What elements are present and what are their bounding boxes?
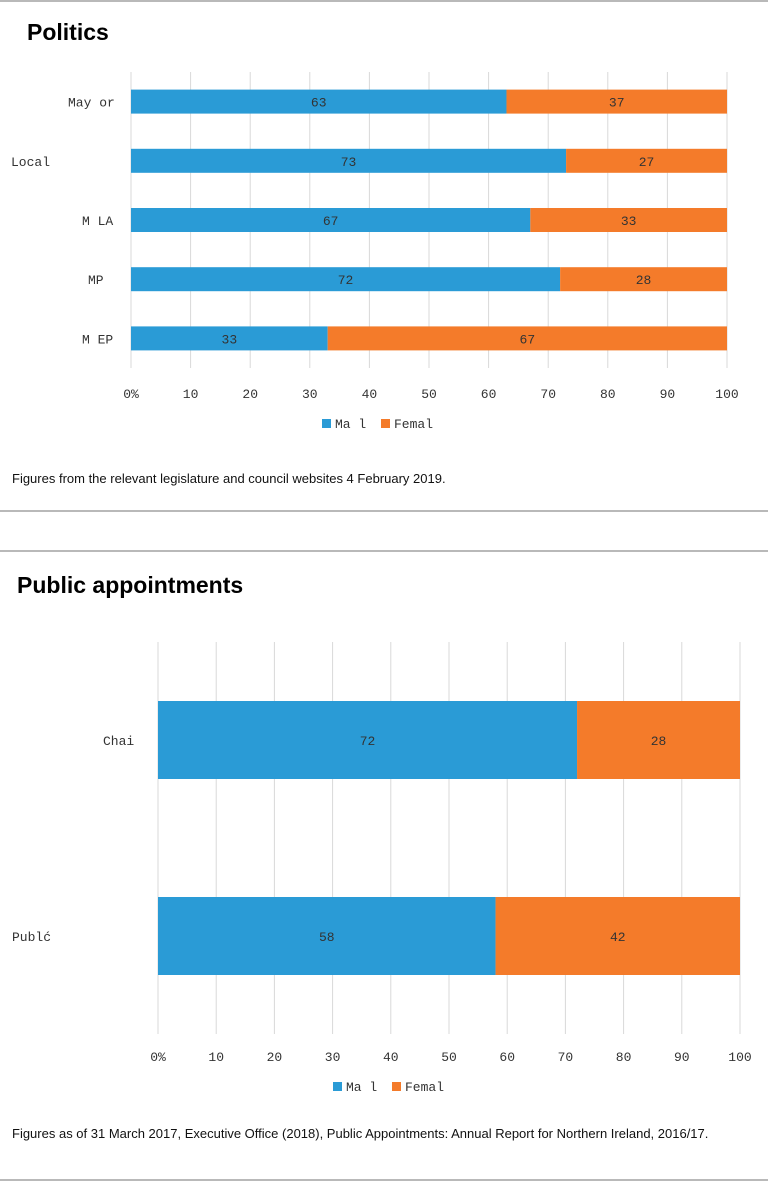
x-tick-label: 40	[383, 1050, 399, 1065]
bar-male	[158, 897, 496, 975]
bottom-rule	[0, 1179, 768, 1181]
category-label: Local	[11, 155, 50, 170]
section-heading-public-appointments: Public appointments	[17, 572, 244, 598]
x-tick-label: 10	[183, 387, 199, 402]
bar-female	[530, 208, 727, 232]
legend-label-female: Femal	[405, 1080, 444, 1095]
public-appointments-chart-svg: 0% 10 20 30 40 50 60 70 80 90 100 72 28 Chai 58 42 Publc…	[12, 642, 752, 1095]
legend-swatch-female	[381, 419, 390, 428]
legend-label-male: Ma l	[346, 1080, 377, 1095]
x-tick-label: 30	[302, 387, 318, 402]
x-tick-label: 70	[558, 1050, 574, 1065]
legend-swatch-male	[333, 1082, 342, 1091]
data-label: 63	[311, 96, 327, 111]
x-tick-label: 50	[441, 1050, 457, 1065]
top-rule	[0, 0, 768, 2]
category-label: May or	[68, 96, 115, 111]
data-label: 67	[323, 214, 339, 229]
bar-male	[131, 267, 561, 292]
legend-label-female: Femal	[394, 417, 433, 432]
bar-male	[131, 326, 328, 351]
data-label: 33	[222, 332, 238, 347]
section-divider-rule	[0, 510, 768, 512]
category-label: Chai	[103, 734, 134, 749]
x-tick-label: 0%	[150, 1050, 166, 1065]
data-label: 72	[360, 734, 376, 749]
data-label: 73	[341, 155, 357, 170]
data-label: 33	[621, 214, 637, 229]
data-label: 28	[651, 734, 667, 749]
data-label: 37	[609, 96, 625, 111]
x-tick-label: 10	[208, 1050, 224, 1065]
x-tick-label: 20	[267, 1050, 283, 1065]
public-appointments-source-note: Figures as of 31 March 2017, Executive O…	[12, 1126, 709, 1141]
legend-label-male: Ma l	[335, 417, 366, 432]
data-label: 27	[639, 155, 655, 170]
legend-swatch-male	[322, 419, 331, 428]
data-label: 72	[338, 273, 354, 288]
bar-female	[566, 148, 727, 173]
data-label: 28	[636, 273, 652, 288]
category-label: M EP	[82, 332, 113, 347]
politics-source-note: Figures from the relevant legislature an…	[12, 471, 446, 486]
bar-male	[131, 148, 567, 173]
bar-female	[577, 701, 740, 779]
x-tick-label: 90	[660, 387, 676, 402]
legend-swatch-female	[392, 1082, 401, 1091]
x-tick-label: 70	[540, 387, 556, 402]
x-tick-label: 0%	[123, 387, 139, 402]
data-label: 67	[520, 332, 536, 347]
section-top-rule	[0, 550, 768, 552]
x-tick-label: 60	[499, 1050, 515, 1065]
x-tick-label: 100	[715, 387, 738, 402]
x-tick-label: 90	[674, 1050, 690, 1065]
bar-male	[131, 89, 507, 114]
politics-chart: 0% 10 20 30 40 50 60 70 80 90 100 63 37 May or 73 27 Loc…	[0, 60, 768, 450]
x-tick-label: 80	[616, 1050, 632, 1065]
public-appointments-chart: 0% 10 20 30 40 50 60 70 80 90 100 72 28 Chai 58 42 Publc…	[0, 630, 768, 1110]
x-tick-label: 50	[421, 387, 437, 402]
bar-female	[327, 326, 727, 351]
bar-female	[560, 267, 727, 292]
x-tick-label: 20	[242, 387, 258, 402]
category-label: MP	[88, 273, 104, 288]
bar-female	[506, 89, 727, 114]
section-heading-politics: Politics	[27, 19, 109, 45]
x-tick-label: 30	[325, 1050, 341, 1065]
x-tick-label: 100	[728, 1050, 751, 1065]
x-tick-label: 80	[600, 387, 616, 402]
x-tick-label: 40	[362, 387, 378, 402]
bar-female	[495, 897, 740, 975]
bar-male	[158, 701, 578, 779]
x-tick-label: 60	[481, 387, 497, 402]
politics-chart-svg: 0% 10 20 30 40 50 60 70 80 90 100 63 37 May or 73 27 Loc…	[11, 72, 739, 432]
data-label: 58	[319, 930, 335, 945]
data-label: 42	[610, 930, 626, 945]
category-label: Publć	[12, 930, 51, 945]
category-label: M LA	[82, 214, 113, 229]
bar-male	[131, 208, 531, 232]
